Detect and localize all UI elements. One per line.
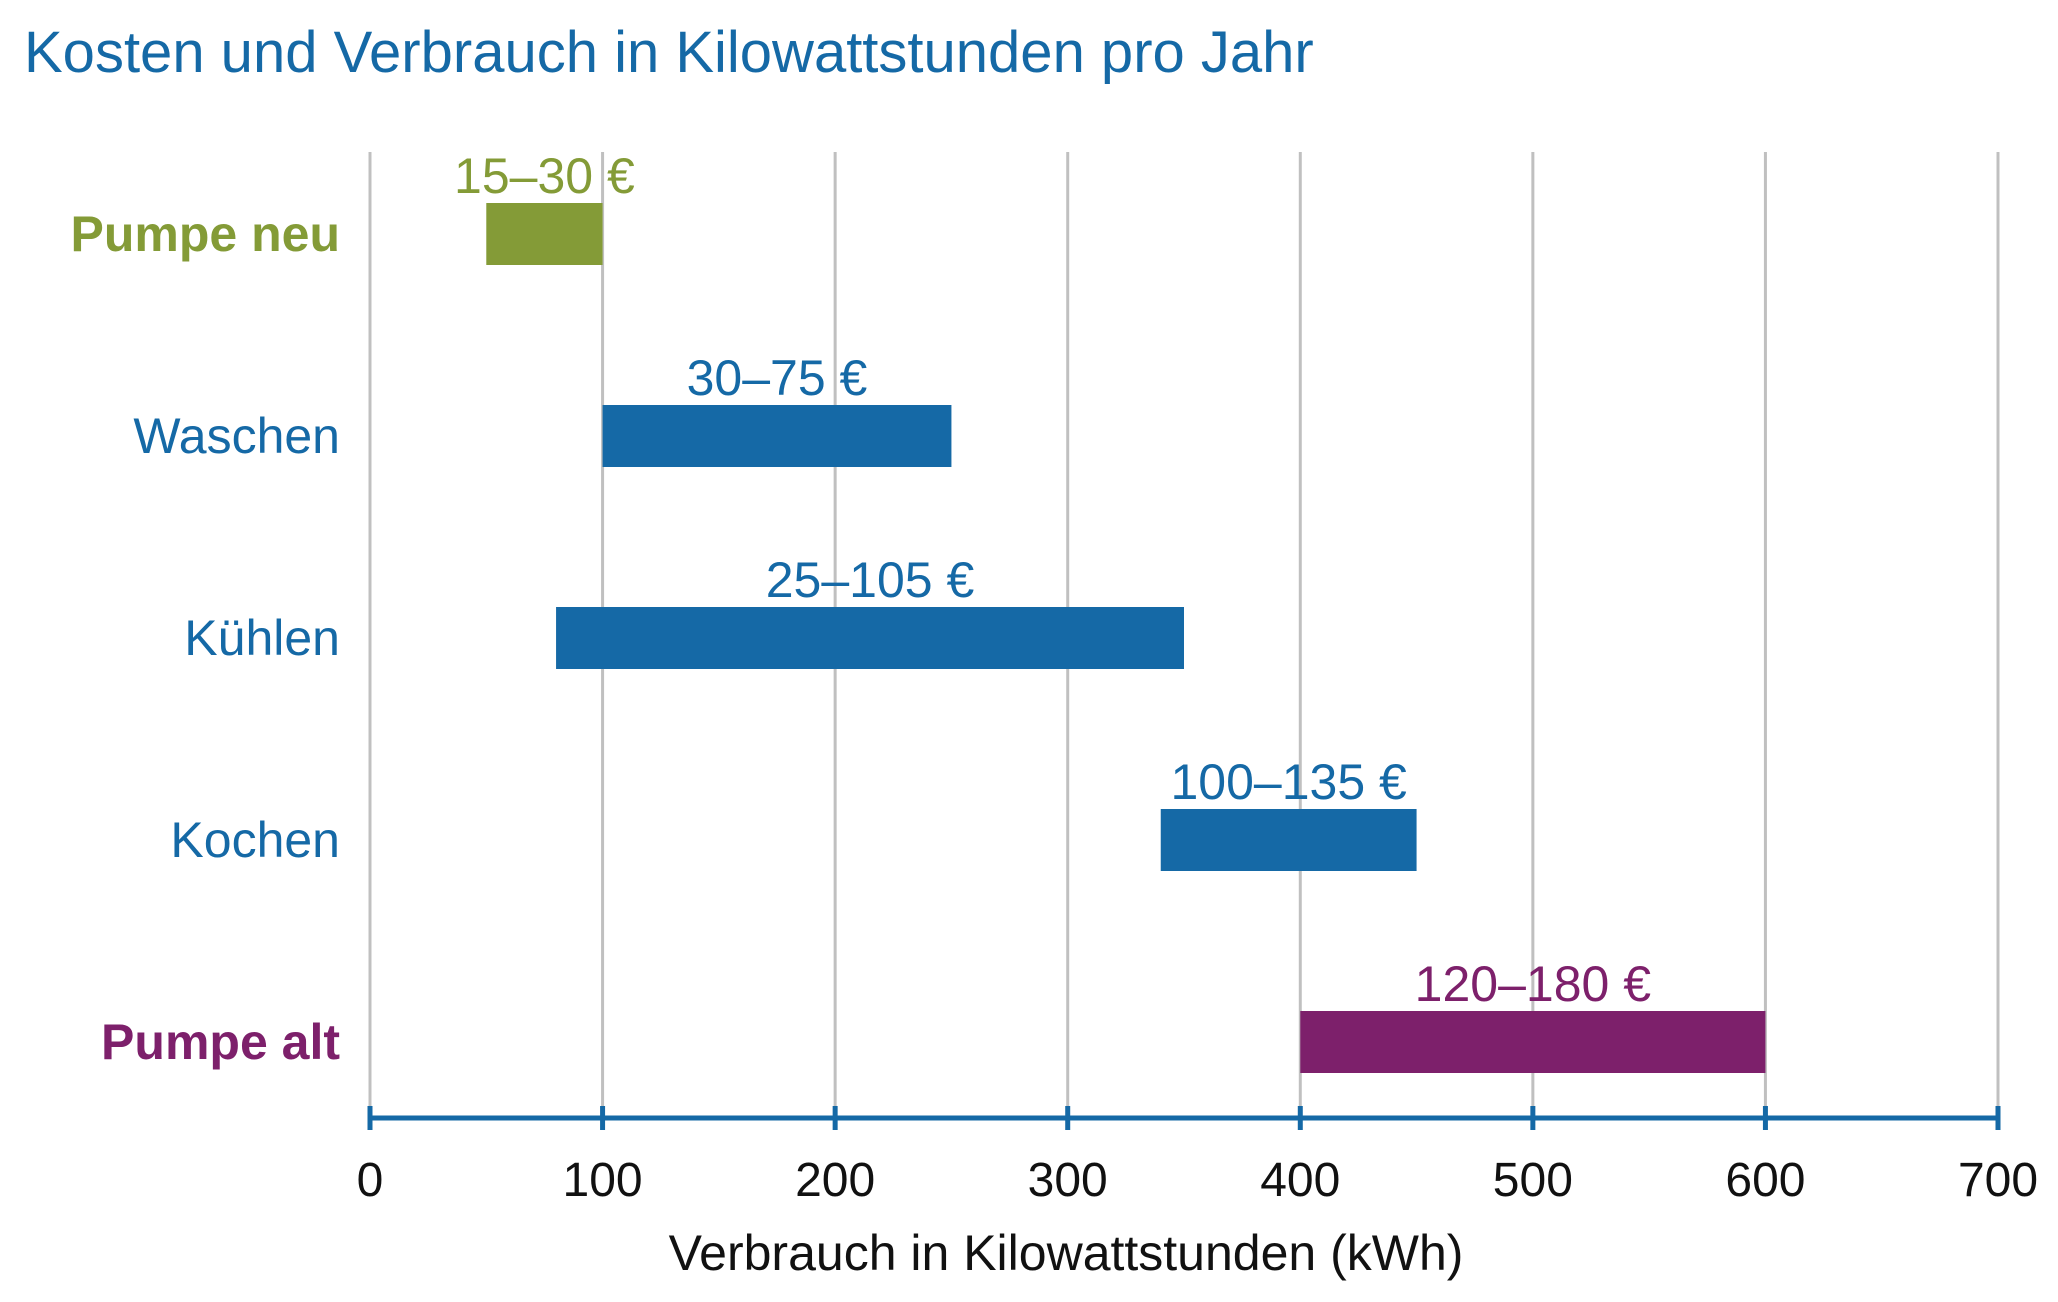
y-category-label: Pumpe neu <box>71 206 340 262</box>
x-tick-label: 600 <box>1725 1154 1805 1207</box>
x-tick-label: 0 <box>357 1154 384 1207</box>
x-tick-label: 100 <box>563 1154 643 1207</box>
bar <box>602 405 952 467</box>
x-tick-label: 700 <box>1958 1154 2038 1207</box>
data-label: 100–135 € <box>1170 754 1407 810</box>
bar <box>1300 1011 1766 1073</box>
x-tick-label: 400 <box>1260 1154 1340 1207</box>
x-axis-title: Verbrauch in Kilowattstunden (kWh) <box>669 1225 1464 1281</box>
y-category-label: Kühlen <box>184 610 340 666</box>
chart-title: Kosten und Verbrauch in Kilowattstunden … <box>24 20 1314 85</box>
y-category-label: Waschen <box>133 408 340 464</box>
y-category-label: Kochen <box>170 812 340 868</box>
bar <box>556 607 1184 669</box>
y-category-label: Pumpe alt <box>101 1014 340 1070</box>
bar <box>1160 809 1417 871</box>
bar <box>486 203 603 265</box>
x-tick-label: 300 <box>1028 1154 1108 1207</box>
x-tick-label: 200 <box>795 1154 875 1207</box>
data-label: 15–30 € <box>454 148 635 204</box>
x-tick-label: 500 <box>1493 1154 1573 1207</box>
data-label: 120–180 € <box>1415 956 1652 1012</box>
data-label: 30–75 € <box>687 350 868 406</box>
data-label: 25–105 € <box>766 552 975 608</box>
